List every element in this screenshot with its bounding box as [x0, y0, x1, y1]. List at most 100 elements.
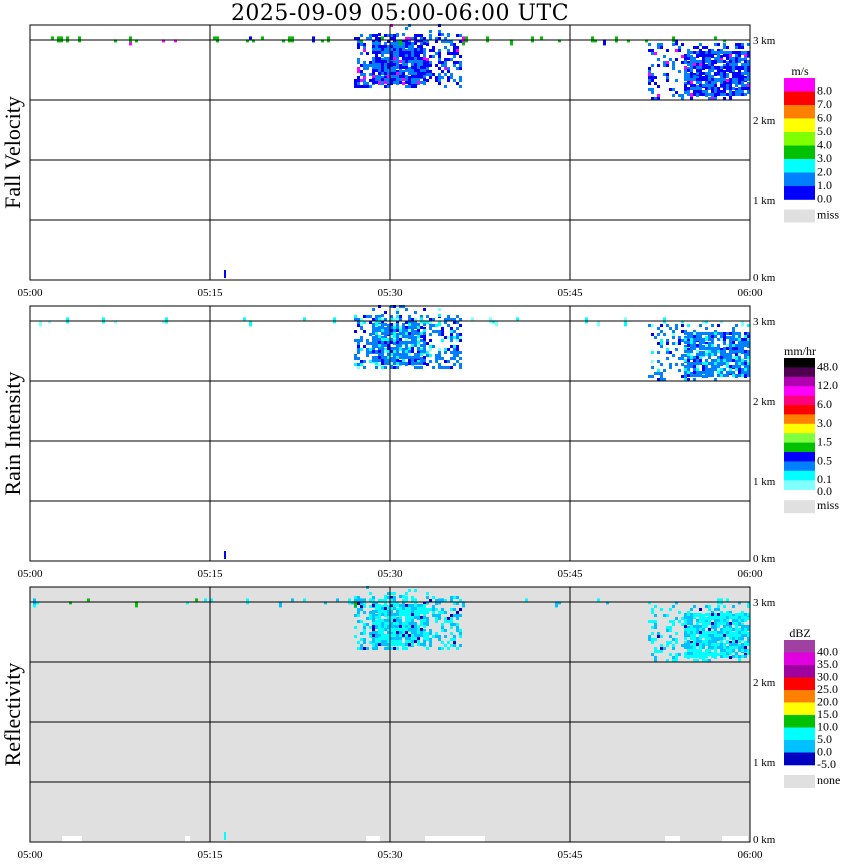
echo-cell — [366, 64, 369, 67]
echo-cell — [708, 335, 711, 338]
echo-cell — [195, 598, 198, 602]
echo-cell — [687, 611, 690, 614]
echo-cell — [660, 647, 663, 650]
echo-cell — [705, 637, 708, 640]
echo-cell — [738, 619, 741, 622]
echo-cell — [738, 332, 741, 335]
legend-label: 5.0 — [817, 732, 832, 746]
echo-cell — [402, 613, 405, 616]
echo-cell — [405, 353, 408, 356]
echo-cell — [363, 623, 366, 626]
echo-cell — [732, 335, 735, 338]
echo-cell — [453, 614, 456, 617]
echo-cell — [693, 634, 696, 637]
echo-cell — [720, 69, 723, 72]
echo-cell — [687, 353, 690, 356]
echo-cell — [417, 72, 420, 75]
echo-cell — [654, 76, 657, 79]
echo-cell — [693, 60, 696, 63]
echo-cell — [408, 60, 411, 63]
echo-cell — [405, 338, 408, 341]
echo-cell — [408, 341, 411, 344]
echo-cell — [705, 78, 708, 81]
time-tick-label: 05:30 — [377, 849, 403, 861]
echo-cell — [714, 628, 717, 631]
echo-cell — [744, 641, 747, 644]
echo-cell — [423, 634, 426, 637]
echo-cell — [366, 52, 369, 55]
echo-cell — [744, 350, 747, 353]
echo-cell — [450, 357, 453, 360]
echo-cell — [690, 69, 693, 72]
echo-cell — [723, 60, 726, 63]
echo-cell — [408, 72, 411, 75]
echo-cell — [687, 49, 690, 52]
echo-cell — [390, 366, 393, 369]
echo-cell — [459, 635, 462, 638]
echo-cell — [399, 39, 402, 46]
echo-cell — [744, 368, 747, 371]
echo-cell — [447, 360, 450, 363]
echo-cell — [399, 619, 402, 622]
echo-cell — [663, 378, 666, 381]
echo-cell — [399, 64, 402, 67]
echo-cell — [444, 635, 447, 638]
echo-cell — [720, 51, 723, 54]
echo-cell — [711, 87, 714, 90]
echo-cell — [372, 338, 375, 341]
echo-cell — [657, 43, 660, 46]
echo-cell — [417, 613, 420, 616]
echo-cell — [354, 635, 357, 638]
echo-cell — [450, 623, 453, 626]
echo-cell — [447, 40, 450, 43]
echo-cell — [414, 69, 417, 72]
echo-cell — [417, 335, 420, 338]
echo-cell — [357, 324, 360, 327]
echo-cell — [441, 330, 444, 333]
echo-cell — [39, 320, 42, 327]
echo-cell — [387, 324, 390, 327]
echo-cell — [702, 93, 705, 96]
echo-cell — [738, 344, 741, 347]
echo-cell — [396, 323, 399, 326]
echo-cell — [747, 72, 750, 75]
echo-cell — [657, 632, 660, 635]
echo-cell — [408, 335, 411, 338]
echo-cell — [747, 356, 750, 359]
echo-cell — [657, 333, 660, 336]
echo-cell — [423, 640, 426, 643]
echo-cell — [384, 327, 387, 330]
echo-cell — [696, 72, 699, 75]
echo-cell — [384, 60, 387, 63]
echo-cell — [699, 49, 702, 52]
echo-cell — [384, 78, 387, 81]
echo-cell — [657, 85, 660, 88]
echo-cell — [744, 76, 747, 79]
echo-cell — [714, 332, 717, 335]
echo-cell — [723, 338, 726, 341]
echo-cell — [681, 330, 684, 333]
echo-cell — [696, 85, 699, 88]
legend-label: 2.0 — [817, 165, 832, 179]
echo-cell — [396, 54, 399, 57]
echo-cell — [687, 368, 690, 371]
echo-cell — [414, 330, 417, 333]
echo-cell — [396, 602, 399, 605]
legend-color-box — [784, 480, 815, 490]
echo-cell — [666, 73, 669, 76]
echo-cell — [429, 320, 432, 324]
echo-cell — [732, 327, 735, 330]
echo-cell — [723, 631, 726, 634]
echo-cell — [354, 82, 357, 85]
echo-cell — [738, 356, 741, 359]
echo-cell — [732, 330, 735, 333]
height-tick-label: 0 km — [753, 834, 776, 846]
echo-cell — [696, 54, 699, 57]
echo-cell — [420, 622, 423, 625]
echo-cell — [417, 640, 420, 643]
echo-cell — [408, 637, 411, 640]
echo-cell — [744, 66, 747, 69]
echo-cell — [681, 623, 684, 626]
echo-cell — [405, 622, 408, 625]
echo-cell — [423, 610, 426, 613]
